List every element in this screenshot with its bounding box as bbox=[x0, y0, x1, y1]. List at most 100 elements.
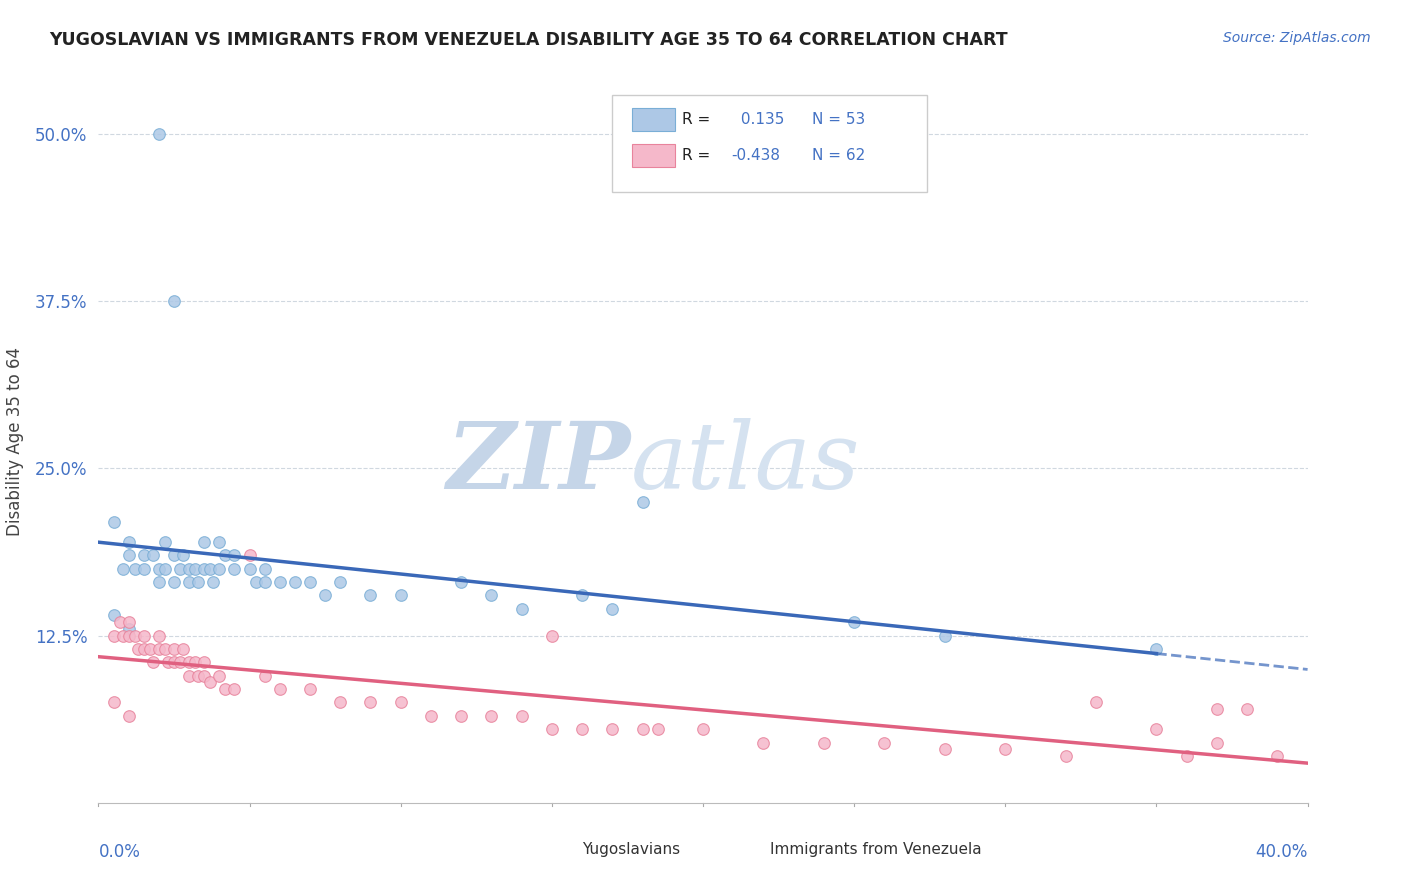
Point bbox=[179, 575, 201, 590]
Point bbox=[420, 708, 443, 723]
Point bbox=[631, 494, 654, 508]
Point bbox=[284, 575, 307, 590]
Point bbox=[389, 696, 412, 710]
Text: R =: R = bbox=[682, 148, 710, 163]
Point bbox=[132, 562, 155, 576]
Point bbox=[148, 642, 170, 657]
Y-axis label: Disability Age 35 to 64: Disability Age 35 to 64 bbox=[6, 347, 24, 536]
Point bbox=[118, 622, 141, 636]
Point bbox=[103, 696, 125, 710]
FancyBboxPatch shape bbox=[613, 95, 927, 193]
Point bbox=[934, 742, 956, 756]
Point bbox=[163, 655, 186, 669]
Point bbox=[193, 655, 215, 669]
Point bbox=[873, 735, 896, 749]
Point bbox=[142, 655, 165, 669]
Point bbox=[360, 696, 382, 710]
Text: Immigrants from Venezuela: Immigrants from Venezuela bbox=[769, 841, 981, 856]
FancyBboxPatch shape bbox=[543, 839, 578, 858]
Point bbox=[692, 723, 714, 737]
Point bbox=[193, 669, 215, 683]
Point bbox=[389, 589, 412, 603]
Point bbox=[156, 655, 179, 669]
Point bbox=[118, 708, 141, 723]
Point bbox=[153, 534, 176, 549]
Point bbox=[571, 589, 593, 603]
Text: R =: R = bbox=[682, 112, 710, 127]
Point bbox=[193, 562, 215, 576]
Point bbox=[481, 708, 503, 723]
Point bbox=[813, 735, 835, 749]
Point bbox=[103, 515, 125, 529]
Point bbox=[1175, 749, 1198, 764]
Point bbox=[934, 628, 956, 642]
Point bbox=[169, 562, 191, 576]
Point bbox=[153, 642, 176, 657]
Point bbox=[224, 548, 246, 563]
Point bbox=[571, 723, 593, 737]
Point bbox=[179, 669, 201, 683]
Point bbox=[844, 615, 866, 630]
Text: ZIP: ZIP bbox=[446, 418, 630, 508]
Point bbox=[118, 534, 141, 549]
Point bbox=[193, 534, 215, 549]
Point bbox=[239, 548, 262, 563]
Point bbox=[184, 562, 207, 576]
Point bbox=[510, 708, 533, 723]
Point bbox=[299, 575, 322, 590]
Point bbox=[179, 655, 201, 669]
Point bbox=[124, 628, 146, 642]
Point bbox=[253, 669, 276, 683]
Point bbox=[239, 562, 262, 576]
Point bbox=[202, 575, 225, 590]
FancyBboxPatch shape bbox=[631, 144, 675, 167]
Point bbox=[163, 294, 186, 309]
Point bbox=[163, 548, 186, 563]
Point bbox=[253, 575, 276, 590]
Point bbox=[148, 562, 170, 576]
Point bbox=[214, 548, 236, 563]
Point bbox=[602, 723, 624, 737]
Point bbox=[111, 562, 134, 576]
Point bbox=[269, 681, 291, 696]
Point bbox=[172, 548, 194, 563]
Point bbox=[631, 723, 654, 737]
Text: atlas: atlas bbox=[630, 418, 860, 508]
Point bbox=[111, 628, 134, 642]
Point bbox=[1144, 723, 1167, 737]
Point bbox=[208, 562, 231, 576]
Text: Yugoslavians: Yugoslavians bbox=[582, 841, 681, 856]
Text: N = 53: N = 53 bbox=[811, 112, 865, 127]
Point bbox=[602, 602, 624, 616]
Point bbox=[163, 642, 186, 657]
Point bbox=[314, 589, 336, 603]
Point bbox=[224, 681, 246, 696]
Point bbox=[118, 628, 141, 642]
Point bbox=[187, 669, 209, 683]
Point bbox=[200, 675, 222, 690]
Point bbox=[139, 642, 162, 657]
Point bbox=[200, 562, 222, 576]
Point bbox=[108, 615, 131, 630]
FancyBboxPatch shape bbox=[631, 108, 675, 131]
Point bbox=[148, 575, 170, 590]
Point bbox=[752, 735, 775, 749]
Point bbox=[169, 655, 191, 669]
Point bbox=[214, 681, 236, 696]
Point bbox=[1206, 735, 1229, 749]
Point bbox=[245, 575, 267, 590]
Point bbox=[148, 628, 170, 642]
Point bbox=[540, 628, 562, 642]
Point bbox=[187, 575, 209, 590]
Point bbox=[329, 696, 352, 710]
Text: Source: ZipAtlas.com: Source: ZipAtlas.com bbox=[1223, 31, 1371, 45]
Point bbox=[253, 562, 276, 576]
Point bbox=[124, 562, 146, 576]
Point bbox=[481, 589, 503, 603]
Point bbox=[103, 608, 125, 623]
Text: N = 62: N = 62 bbox=[811, 148, 865, 163]
Point bbox=[1206, 702, 1229, 716]
Text: 40.0%: 40.0% bbox=[1256, 843, 1308, 861]
Point bbox=[224, 562, 246, 576]
Text: 0.0%: 0.0% bbox=[98, 843, 141, 861]
